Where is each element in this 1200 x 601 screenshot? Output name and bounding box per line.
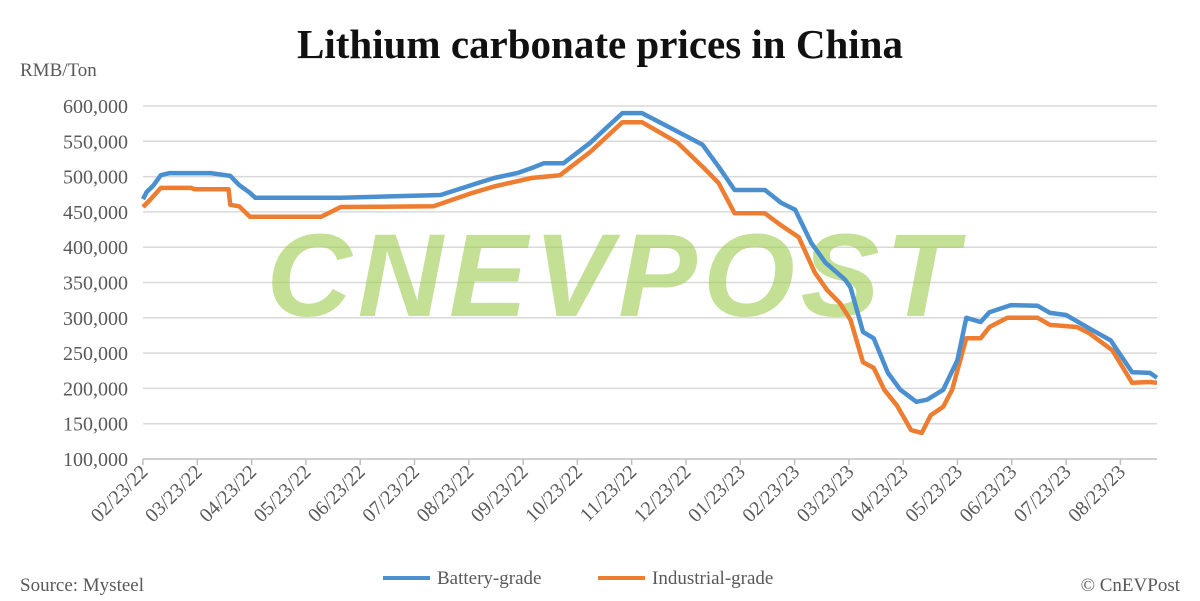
credit-note: © CnEVPost — [1081, 575, 1181, 596]
x-tick-label: 08/23/22 — [412, 461, 478, 527]
legend-label-battery-grade: Battery-grade — [437, 568, 541, 589]
x-tick-label: 06/23/22 — [304, 461, 370, 527]
y-tick-label: 300,000 — [63, 308, 128, 330]
y-axis-label: RMB/Ton — [20, 60, 97, 81]
x-tick-label: 03/23/22 — [141, 461, 207, 527]
y-tick-label: 450,000 — [63, 202, 128, 224]
x-tick-labels: 02/23/2203/23/2204/23/2205/23/2206/23/22… — [87, 461, 1130, 527]
series-lines — [140, 110, 1159, 436]
x-tick-label: 02/23/23 — [738, 461, 804, 527]
x-tick-label: 06/23/23 — [955, 461, 1021, 527]
x-tick-label: 08/23/23 — [1064, 461, 1130, 527]
x-tick-label: 07/23/22 — [358, 461, 424, 527]
y-tick-label: 500,000 — [63, 167, 128, 189]
y-tick-label: 600,000 — [63, 96, 128, 118]
y-tick-label: 100,000 — [63, 449, 128, 471]
y-tick-label: 350,000 — [63, 273, 128, 295]
x-tick-label: 07/23/23 — [1010, 461, 1076, 527]
x-tick-label: 10/23/22 — [521, 461, 587, 527]
cnevpost-watermark: CNEVPOST — [266, 210, 966, 342]
x-tick-label: 04/23/23 — [847, 461, 913, 527]
y-tick-label: 150,000 — [63, 414, 128, 436]
y-tick-label: 550,000 — [63, 131, 128, 153]
x-tick-label: 05/23/22 — [250, 461, 316, 527]
legend-label-industrial-grade: Industrial-grade — [652, 568, 773, 589]
gridlines — [142, 105, 1157, 465]
x-tick-label: 04/23/22 — [195, 461, 261, 527]
series-line-industrial-grade — [141, 119, 1158, 436]
series-line-battery-grade — [140, 110, 1159, 405]
legend: Battery-grade Industrial-grade — [383, 568, 773, 589]
y-tick-labels: 100,000 150,000 200,000 250,000 300,000 350,0… — [63, 96, 128, 471]
chart-title: Lithium carbonate prices in China — [297, 21, 903, 67]
source-note: Source: Mysteel — [20, 575, 144, 596]
x-tick-label: 11/23/22 — [576, 461, 641, 526]
x-tick-label: 05/23/23 — [901, 461, 967, 527]
y-tick-label: 250,000 — [63, 343, 128, 365]
y-tick-label: 400,000 — [63, 237, 128, 259]
x-tick-label: 03/23/23 — [793, 461, 859, 527]
x-tick-label: 12/23/22 — [630, 461, 696, 527]
x-tick-label: 01/23/23 — [684, 461, 750, 527]
y-tick-label: 200,000 — [63, 378, 128, 400]
x-tick-label: 09/23/22 — [467, 461, 533, 527]
